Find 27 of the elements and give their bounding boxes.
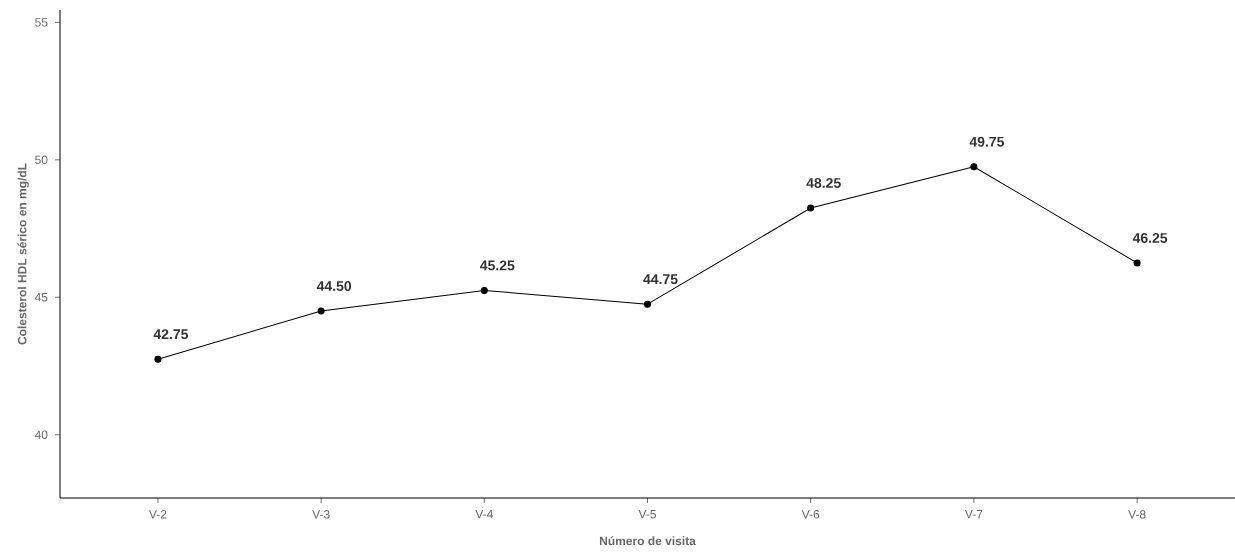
x-tick-label: V-2 bbox=[148, 510, 167, 519]
point bbox=[154, 355, 162, 363]
point bbox=[1133, 259, 1141, 267]
data-label: 44.75 bbox=[643, 274, 678, 285]
data-label: 49.75 bbox=[969, 136, 1005, 147]
data-label: 46.25 bbox=[1132, 233, 1168, 243]
y-tick-label: 40 bbox=[34, 430, 48, 440]
point bbox=[970, 163, 978, 171]
x-axis-title: Número de visita bbox=[599, 536, 696, 546]
point bbox=[480, 286, 488, 294]
y-tick-label: 55 bbox=[35, 18, 48, 27]
point bbox=[317, 307, 325, 315]
data-label: 42.75 bbox=[153, 329, 189, 340]
x-tick-label: V-5 bbox=[638, 510, 657, 519]
x-tick-label: V-3 bbox=[312, 510, 330, 519]
x-tick-label: V-7 bbox=[964, 510, 983, 519]
x-tick-label: V-4 bbox=[475, 510, 493, 519]
data-label: 45.25 bbox=[480, 260, 515, 271]
y-tick-label: 45 bbox=[34, 293, 48, 302]
x-tick-label: V-8 bbox=[1128, 510, 1146, 519]
point bbox=[644, 300, 651, 308]
data-label: 44.50 bbox=[316, 281, 352, 291]
y-tick-label: 50 bbox=[35, 155, 48, 165]
data-label: 48.25 bbox=[806, 178, 841, 188]
x-tick-label: V-6 bbox=[801, 510, 820, 519]
y-axis-title: Colesterol HDL sérico en mg/dL bbox=[17, 163, 29, 345]
point bbox=[807, 204, 815, 212]
